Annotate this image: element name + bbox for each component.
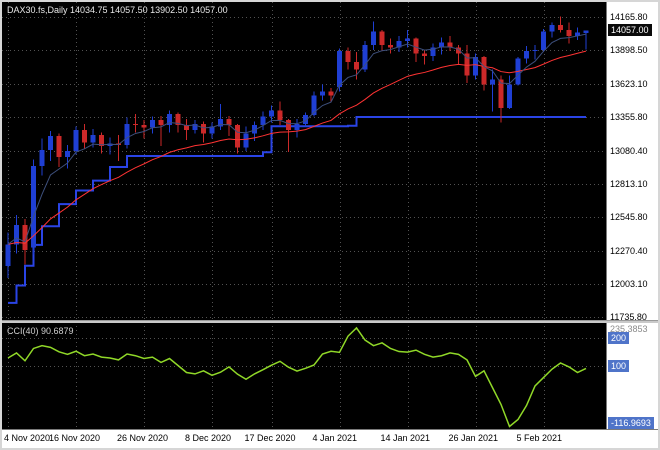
step-support-line xyxy=(8,116,586,304)
price-axis-label: 12813.10 xyxy=(610,178,648,189)
price-axis-label: 13623.10 xyxy=(610,78,648,89)
time-axis-label: 26 Jan 2021 xyxy=(448,433,499,443)
time-axis-label: 14 Jan 2021 xyxy=(380,433,431,443)
ma-fast-line xyxy=(7,33,587,245)
cci-level-badge: 100 xyxy=(608,359,630,372)
time-axis-label: 8 Dec 2020 xyxy=(185,433,232,443)
price-axis-label: 12003.10 xyxy=(610,278,648,289)
grid-layer xyxy=(2,2,606,429)
cci-max-label: 235.3853 xyxy=(610,324,648,334)
price-axis-label: 11735.80 xyxy=(610,311,647,322)
time-axis-label: 4 Jan 2021 xyxy=(312,433,358,443)
current-price-badge: 14057.00 xyxy=(608,24,652,37)
price-axis-label: 12545.80 xyxy=(610,211,648,222)
cci-level-badge: 200 xyxy=(608,331,630,344)
cci-min-badge: -116.9693 xyxy=(608,417,654,429)
ma-slow-line xyxy=(7,50,587,245)
price-axis[interactable]: 14165.80 13898.50 13623.10 13355.80 13080.40… xyxy=(606,2,658,429)
price-chart-canvas[interactable] xyxy=(2,2,606,429)
pane-divider[interactable] xyxy=(2,320,658,323)
time-axis-label: 26 Nov 2020 xyxy=(117,433,169,443)
price-axis-label: 13080.40 xyxy=(610,145,648,156)
time-axis-label: 4 Nov 2020 xyxy=(4,433,51,443)
time-axis[interactable]: 4 Nov 2020 16 Nov 2020 26 Nov 2020 8 Dec 20… xyxy=(2,429,658,448)
price-axis-label: 12270.40 xyxy=(610,245,648,256)
candles-layer xyxy=(5,16,589,279)
time-axis-label: 16 Nov 2020 xyxy=(49,433,101,443)
chart-ohlc-title: DAX30.fs,Daily 14034.75 14057.50 13902.5… xyxy=(7,5,228,15)
cci-line xyxy=(7,326,587,428)
time-axis-label: 5 Feb 2021 xyxy=(516,433,563,443)
cci-indicator-label: CCI(40) 90.6879 xyxy=(7,326,74,336)
price-axis-label: 13898.50 xyxy=(610,44,648,55)
time-axis-label: 17 Dec 2020 xyxy=(244,433,296,443)
price-axis-label: 13355.80 xyxy=(610,111,648,122)
price-axis-label: 14165.80 xyxy=(610,11,648,22)
